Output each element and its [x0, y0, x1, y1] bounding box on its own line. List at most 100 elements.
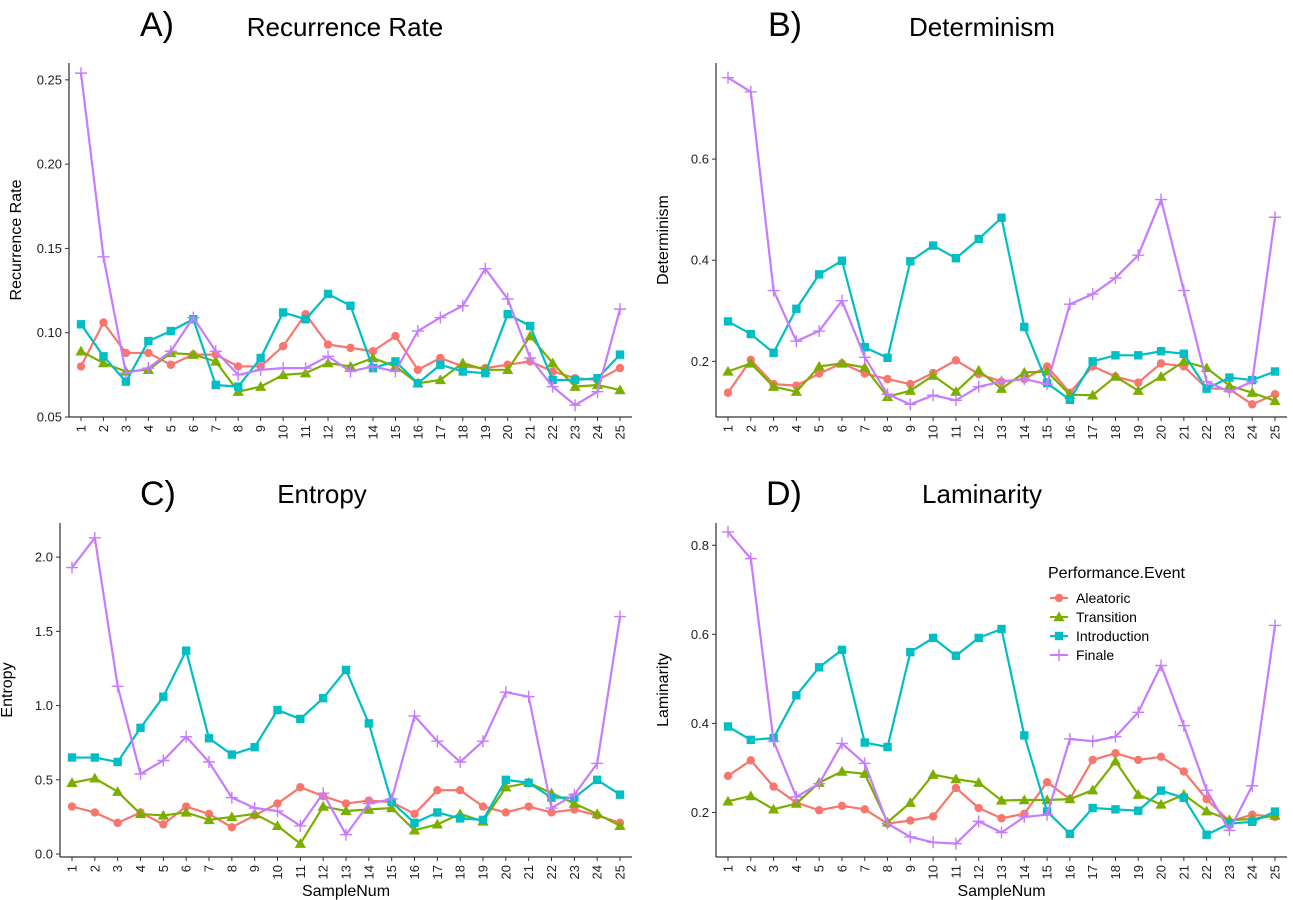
finale-line [71, 536, 622, 836]
transition-point [995, 794, 1008, 805]
introduction-point [997, 624, 1006, 634]
x-tick-label: 12 [971, 425, 986, 439]
finale-point [111, 680, 124, 693]
transition-point [1087, 389, 1099, 400]
introduction-point [1020, 731, 1029, 740]
x-tick-label: 13 [994, 865, 1009, 879]
transition-point [745, 790, 757, 801]
finale-point [835, 737, 848, 750]
finale-point [1132, 249, 1145, 262]
legend-key-marker [1053, 649, 1065, 661]
transition-point [1064, 793, 1076, 804]
aleatoric-point [906, 816, 915, 825]
x-tick-label: 2 [743, 865, 758, 872]
introduction-point [501, 775, 511, 785]
introduction-point [1225, 373, 1234, 382]
finale-line [727, 76, 1277, 406]
introduction-point [458, 367, 467, 376]
aleatoric-point [99, 318, 108, 327]
legend-label: Finale [1076, 647, 1114, 663]
x-tick-label: 24 [1245, 425, 1260, 439]
x-tick-label: 14 [361, 865, 376, 879]
introduction-point [76, 320, 86, 329]
introduction-point [346, 301, 355, 310]
finale-point [744, 85, 757, 98]
x-tick-label: 10 [270, 865, 285, 879]
y-tick-label: 0.2 [691, 354, 709, 369]
finale-point [1063, 732, 1076, 745]
x-tick-label: 4 [141, 425, 156, 432]
x-tick-label: 8 [880, 425, 895, 432]
transition-point [1246, 387, 1258, 397]
x-tick-label: 8 [231, 425, 246, 432]
aleatoric-point [1134, 755, 1143, 765]
x-tick-label: 16 [407, 865, 422, 879]
introduction-point [121, 377, 131, 386]
x-tick-label: 15 [384, 865, 399, 879]
x-tick-label: 10 [926, 425, 941, 439]
legend-key-marker [1053, 611, 1065, 622]
introduction-point [503, 309, 512, 319]
transition-point [66, 777, 78, 787]
transition-point [904, 797, 916, 807]
finale-point [88, 531, 101, 544]
aleatoric-point [501, 808, 511, 817]
finale-point [524, 352, 537, 364]
finale-point [225, 791, 238, 804]
finale-point [164, 345, 177, 358]
x-tick-label: 3 [110, 865, 125, 872]
introduction-point [1202, 830, 1211, 839]
finale-point [501, 293, 514, 305]
x-tick-label: 21 [523, 425, 538, 439]
series-finale [66, 531, 626, 841]
legend-item-aleatoric: Aleatoric [1050, 590, 1130, 606]
introduction-point [234, 382, 243, 391]
aleatoric-point [166, 360, 176, 369]
panel-title: Determinism [909, 12, 1055, 42]
x-tick-label: 18 [455, 425, 470, 439]
transition-point [836, 357, 848, 368]
x-tick-label: 12 [316, 865, 331, 879]
finale-point [203, 755, 215, 768]
y-axis-title: Laminarity [655, 653, 672, 727]
introduction-point [159, 692, 168, 701]
series-introduction [723, 624, 1280, 839]
introduction-point [436, 360, 445, 369]
aleatoric-point [433, 786, 442, 795]
transition-point [97, 357, 110, 368]
finale-point [209, 345, 222, 358]
transition-point [973, 777, 985, 787]
transition-point [1109, 755, 1122, 766]
introduction-point [997, 213, 1006, 222]
introduction-point [792, 304, 801, 313]
finale-point [454, 755, 467, 768]
introduction-point [1111, 805, 1120, 814]
x-tick-label: 24 [590, 865, 605, 879]
transition-point [187, 349, 199, 359]
y-tick-label: 0.05 [37, 410, 62, 425]
finale-point [1269, 211, 1281, 224]
transition-point [859, 361, 871, 372]
transition-point [322, 357, 334, 368]
aleatoric-point [413, 365, 423, 374]
finale-point [790, 335, 803, 348]
x-tick-label: 21 [521, 865, 536, 879]
x-tick-label: 21 [1176, 865, 1191, 879]
transition-point [569, 381, 581, 391]
finale-point [479, 262, 492, 275]
finale-point [277, 362, 290, 375]
introduction-point [391, 357, 400, 366]
finale-point [835, 294, 848, 307]
x-tick-label: 11 [293, 865, 308, 879]
aleatoric-point [723, 771, 733, 781]
finale-point [434, 311, 447, 324]
finale-point [317, 787, 330, 800]
finale-point [1269, 619, 1281, 632]
finale-point [1200, 375, 1213, 388]
transition-point [203, 814, 215, 825]
finale-point [813, 325, 826, 338]
